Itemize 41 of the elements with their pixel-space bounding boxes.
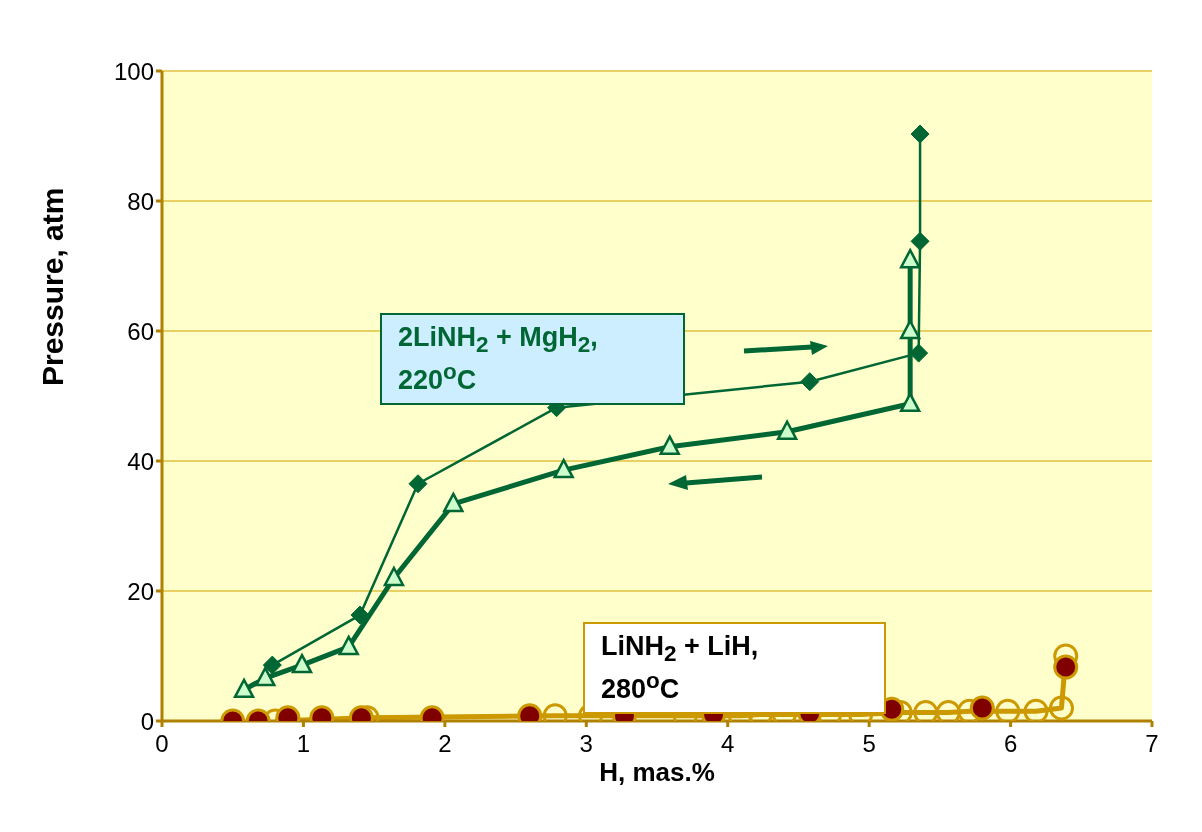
y-tick-label: 0 bbox=[140, 707, 154, 735]
note-box: LiNH$_{2}$ + LiH, 280$^{o}$C bbox=[583, 622, 886, 714]
point bbox=[338, 635, 359, 656]
point bbox=[291, 653, 313, 674]
point bbox=[899, 248, 921, 269]
x-tick-label: 2 bbox=[438, 730, 452, 758]
point bbox=[776, 420, 798, 440]
point bbox=[910, 124, 930, 144]
x-tick-label: 1 bbox=[296, 730, 311, 758]
point bbox=[350, 605, 370, 625]
point bbox=[443, 492, 464, 513]
point bbox=[909, 343, 929, 363]
x-tick-label: 6 bbox=[1003, 730, 1018, 758]
x-tick-label: 4 bbox=[721, 730, 735, 758]
x-tick-label: 3 bbox=[579, 730, 593, 758]
point bbox=[899, 319, 921, 340]
point bbox=[262, 655, 282, 675]
point bbox=[233, 678, 255, 699]
point bbox=[913, 700, 939, 721]
x-tick-label: 5 bbox=[862, 730, 876, 758]
x-axis-title: H, mas.% bbox=[599, 757, 715, 787]
y-tick-label: 60 bbox=[127, 317, 154, 345]
point bbox=[1023, 698, 1049, 721]
note-box: 2LiNH$_{2}$ + MgH$_{2}$, 220$^{o}$C bbox=[380, 313, 685, 405]
point bbox=[553, 458, 574, 479]
point bbox=[254, 666, 276, 687]
y-tick-label: 20 bbox=[127, 577, 154, 605]
x-tick-label: 7 bbox=[1145, 730, 1159, 758]
point bbox=[995, 698, 1021, 721]
point bbox=[1053, 654, 1079, 680]
point bbox=[935, 700, 961, 721]
point bbox=[800, 372, 820, 392]
y-tick-label: 80 bbox=[127, 187, 154, 215]
point bbox=[408, 474, 428, 494]
y-tick-label: 40 bbox=[127, 447, 154, 475]
point bbox=[899, 392, 921, 413]
point bbox=[659, 435, 680, 455]
y-axis-title: Pressure, atm bbox=[35, 187, 69, 386]
y-tick-label: 100 bbox=[113, 57, 154, 85]
point bbox=[383, 566, 405, 587]
point bbox=[910, 231, 930, 251]
